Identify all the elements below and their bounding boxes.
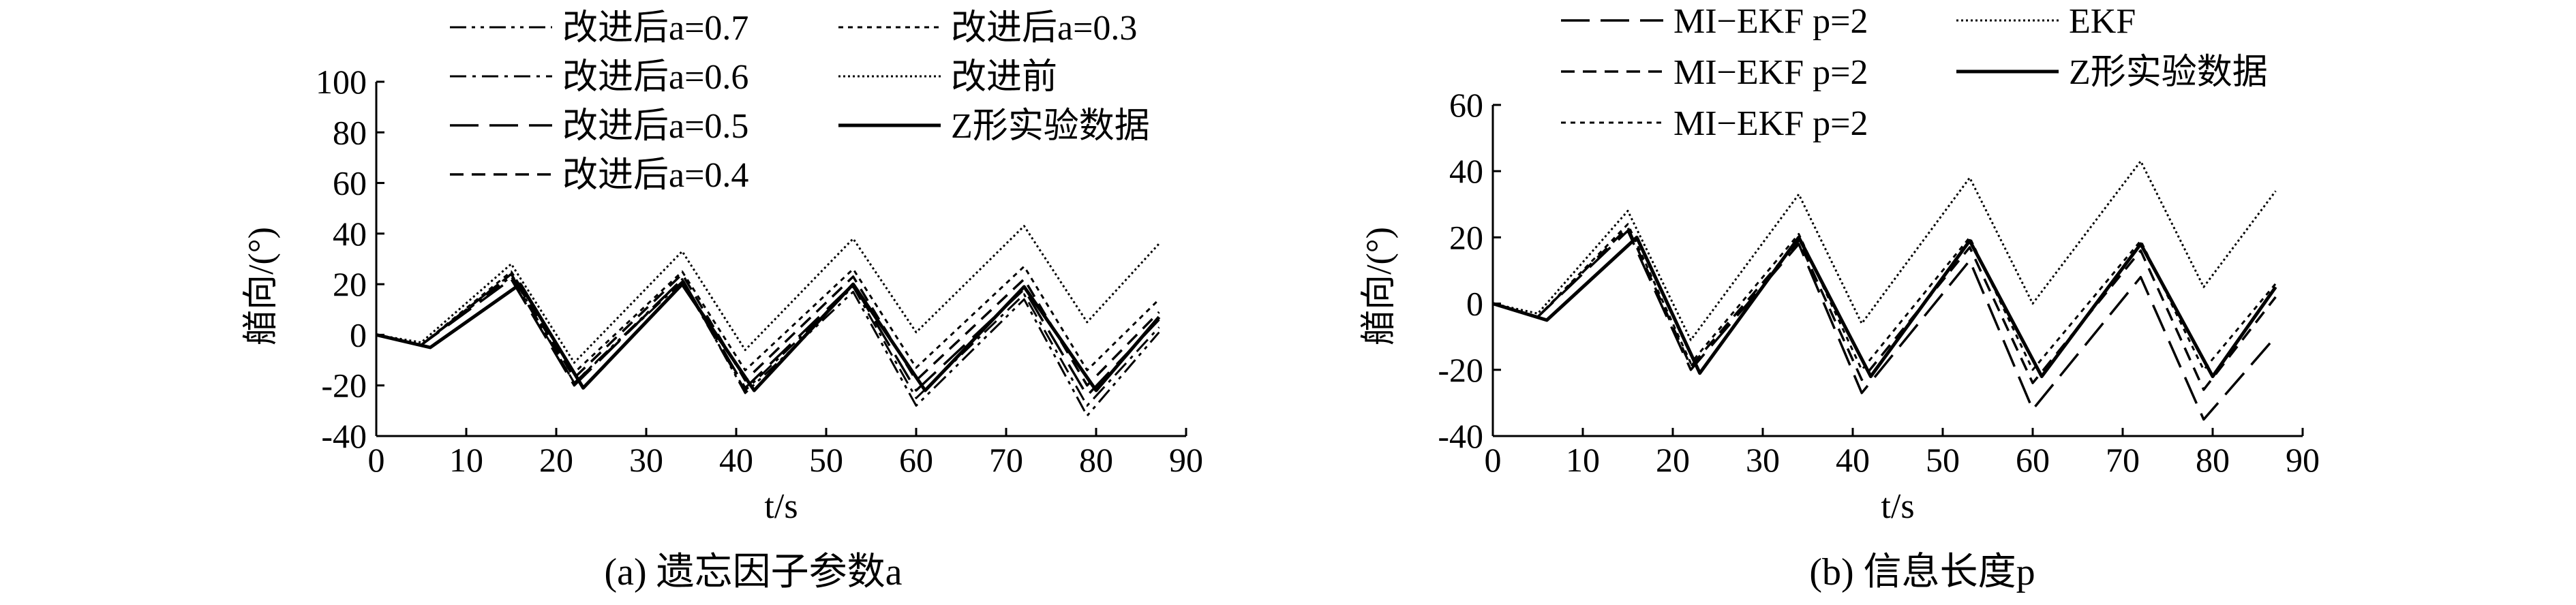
x-tick-label: 80 [2196,441,2230,479]
legend-label: Z形实验数据 [951,107,1150,146]
legend-label: 改进前 [951,58,1057,97]
y-tick-label: 60 [1449,86,1483,124]
legend-label: MI−EKF p=2 [1673,2,1868,41]
series-line-5 [1492,235,2277,378]
x-tick-label: 50 [809,441,843,479]
series-line-2 [376,275,1160,407]
x-tick-label: 30 [1746,441,1780,479]
y-tick-label: 20 [333,265,367,303]
y-tick-label: 0 [350,315,367,354]
series-line-3 [376,277,1160,397]
legend: MI−EKF p=2 EKF MI−EKF p=2 Z形实验数据 MI−EKF p=2 [1561,2,2268,143]
x-tick-label: 50 [1926,441,1960,479]
series-line-7 [376,282,1161,392]
series-line-1 [1492,229,2277,421]
y-tick-label: -40 [1438,417,1483,455]
legend-label: EKF [2069,2,2136,41]
x-tick-label: 40 [1836,441,1870,479]
legend-label: 改进后a=0.5 [562,107,748,146]
panel-a: 0 10 20 30 40 50 60 70 80 90-40-20020406080100t/s… [242,9,1203,593]
series-line-2 [1492,226,2277,391]
y-tick-label: 40 [1449,152,1483,190]
x-tick-label: 30 [629,441,663,479]
legend-label: 改进后a=0.3 [951,9,1137,48]
x-tick-label: 70 [989,441,1023,479]
legend-label: 改进后a=0.4 [562,156,748,195]
legend-label: MI−EKF p=2 [1673,53,1868,92]
series-line-6 [376,225,1160,364]
x-tick-label: 40 [719,441,753,479]
y-tick-label: -20 [321,367,367,405]
legend-label: MI−EKF p=2 [1673,104,1868,143]
panel-caption: (b) 信息长度p [1809,551,2035,593]
y-tick-label: 80 [333,113,367,151]
y-axis-title: 艏向/(°) [1360,227,1399,345]
x-tick-label: 80 [1079,441,1113,479]
legend-label: 改进后a=0.7 [562,9,748,48]
x-tick-label: 0 [368,441,385,479]
x-tick-label: 90 [1169,441,1203,479]
y-tick-label: 20 [1449,218,1483,256]
y-tick-label: 0 [1466,285,1483,323]
x-tick-label: 10 [449,441,483,479]
x-tick-label: 60 [899,441,933,479]
y-tick-label: -40 [321,417,367,455]
x-tick-label: 10 [1566,441,1600,479]
y-tick-label: 40 [333,215,367,253]
x-tick-label: 90 [2286,441,2320,479]
legend-label: 改进后a=0.6 [562,58,748,97]
x-tick-label: 60 [2016,441,2050,479]
x-tick-label: 20 [1656,441,1690,479]
series-line-4 [1492,160,2277,341]
panel-b: 0 10 20 30 40 50 60 70 80 90 -40 -20 0 20 40 60 t/s 艏向/(°… [1360,2,2320,593]
x-tick-label: 20 [539,441,573,479]
series-line-5 [376,265,1160,374]
x-tick-label: 70 [2106,441,2140,479]
panel-caption: (a) 遗忘因子参数a [604,551,902,593]
x-axis-title: t/s [764,487,798,526]
y-tick-label: 100 [316,63,367,101]
y-tick-label: -20 [1438,351,1483,389]
series-line-3 [1492,223,2277,371]
y-axis-title: 艏向/(°) [242,227,281,345]
legend-label: Z形实验数据 [2069,53,2268,92]
y-tick-label: 60 [333,164,367,202]
x-tick-label: 0 [1485,441,1502,479]
x-axis-title: t/s [1881,487,1914,526]
